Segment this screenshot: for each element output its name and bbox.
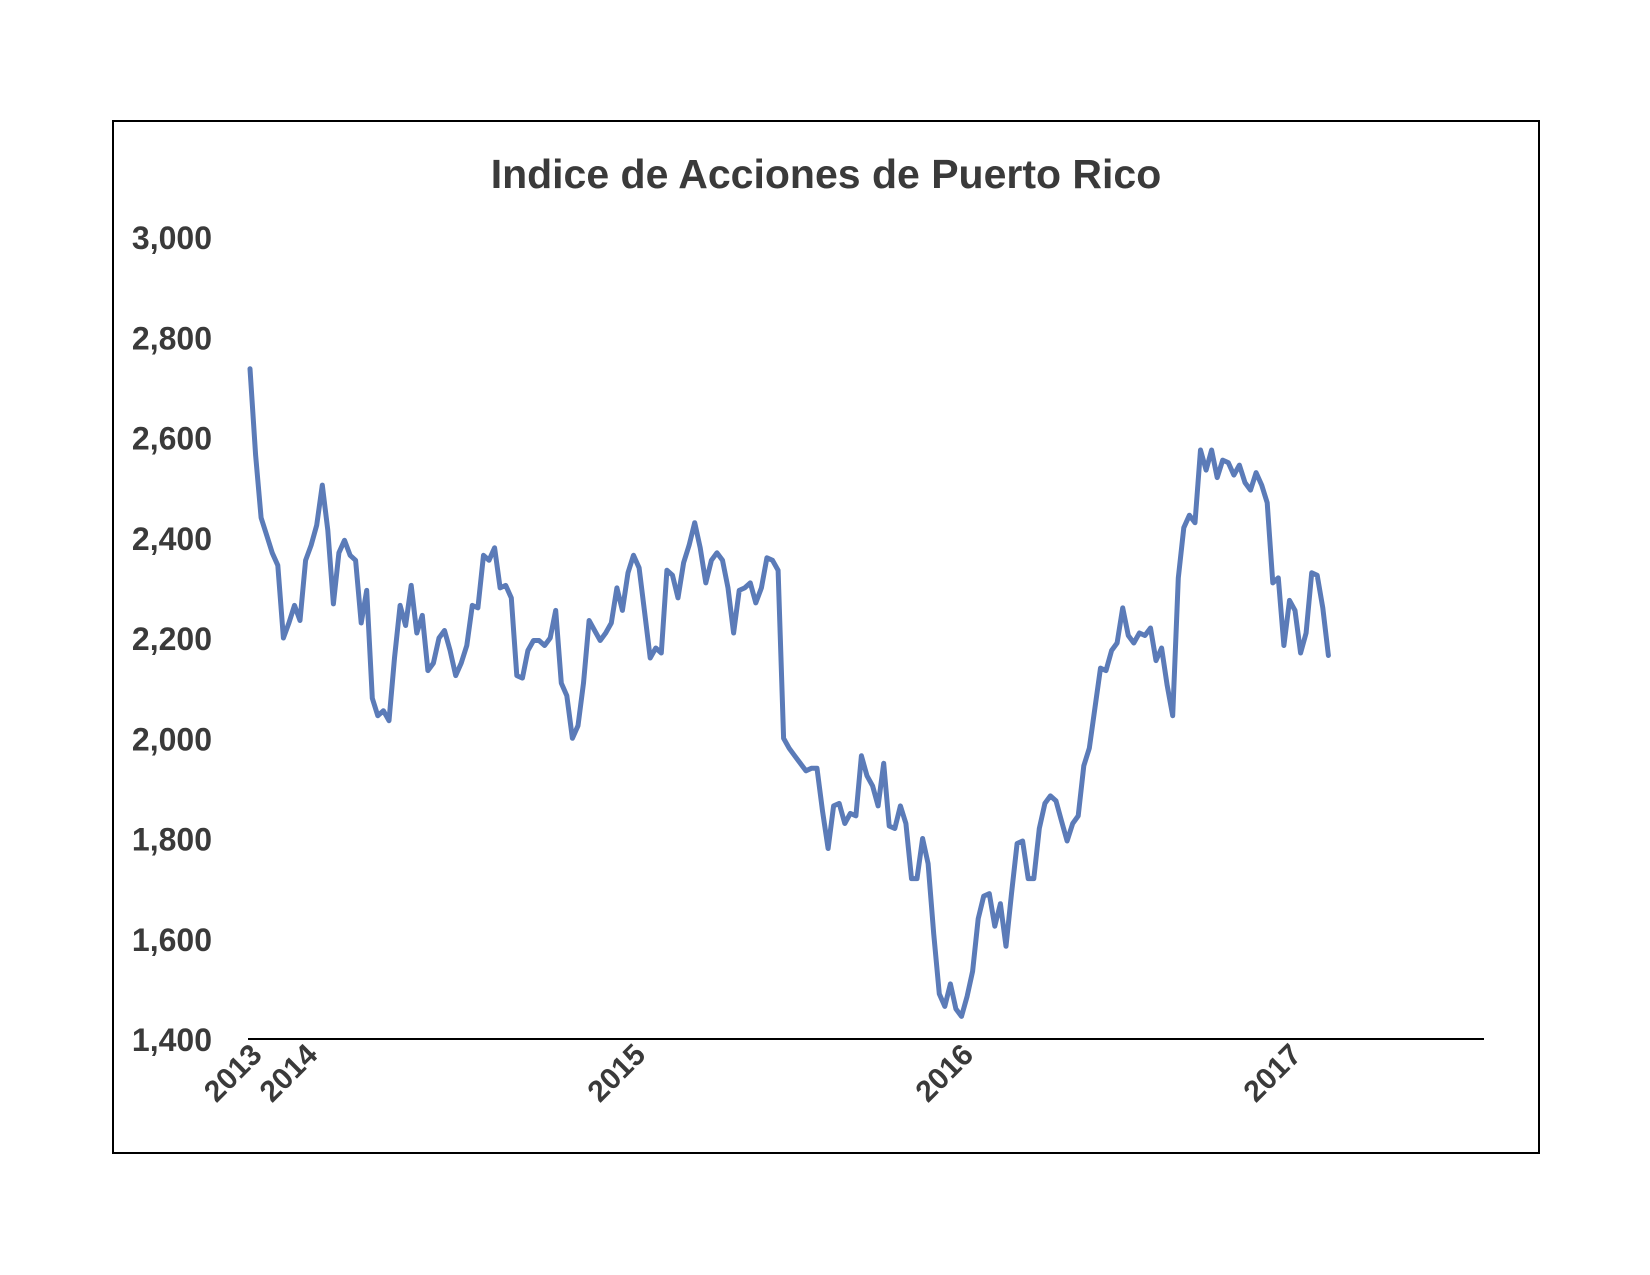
y-axis-ticks: 1,400 1,600 1,800 2,000 2,200 2,400 2,600 2,800…: [132, 220, 212, 1058]
series-line: [247, 366, 1331, 1019]
y-tick-label: 1,400: [132, 1022, 212, 1058]
y-tick-label: 2,400: [132, 521, 212, 557]
y-tick-label: 2,000: [132, 721, 212, 757]
y-tick-label: 2,200: [132, 621, 212, 657]
y-tick-label: 2,600: [132, 421, 212, 457]
y-tick-label: 3,000: [132, 220, 212, 256]
y-tick-label: 2,800: [132, 320, 212, 356]
y-tick-label: 1,600: [132, 922, 212, 958]
series-layer: [247, 366, 1331, 1019]
chart-border: [112, 120, 1540, 1154]
chart-title: Indice de Acciones de Puerto Rico: [491, 151, 1162, 197]
y-tick-label: 1,800: [132, 822, 212, 858]
